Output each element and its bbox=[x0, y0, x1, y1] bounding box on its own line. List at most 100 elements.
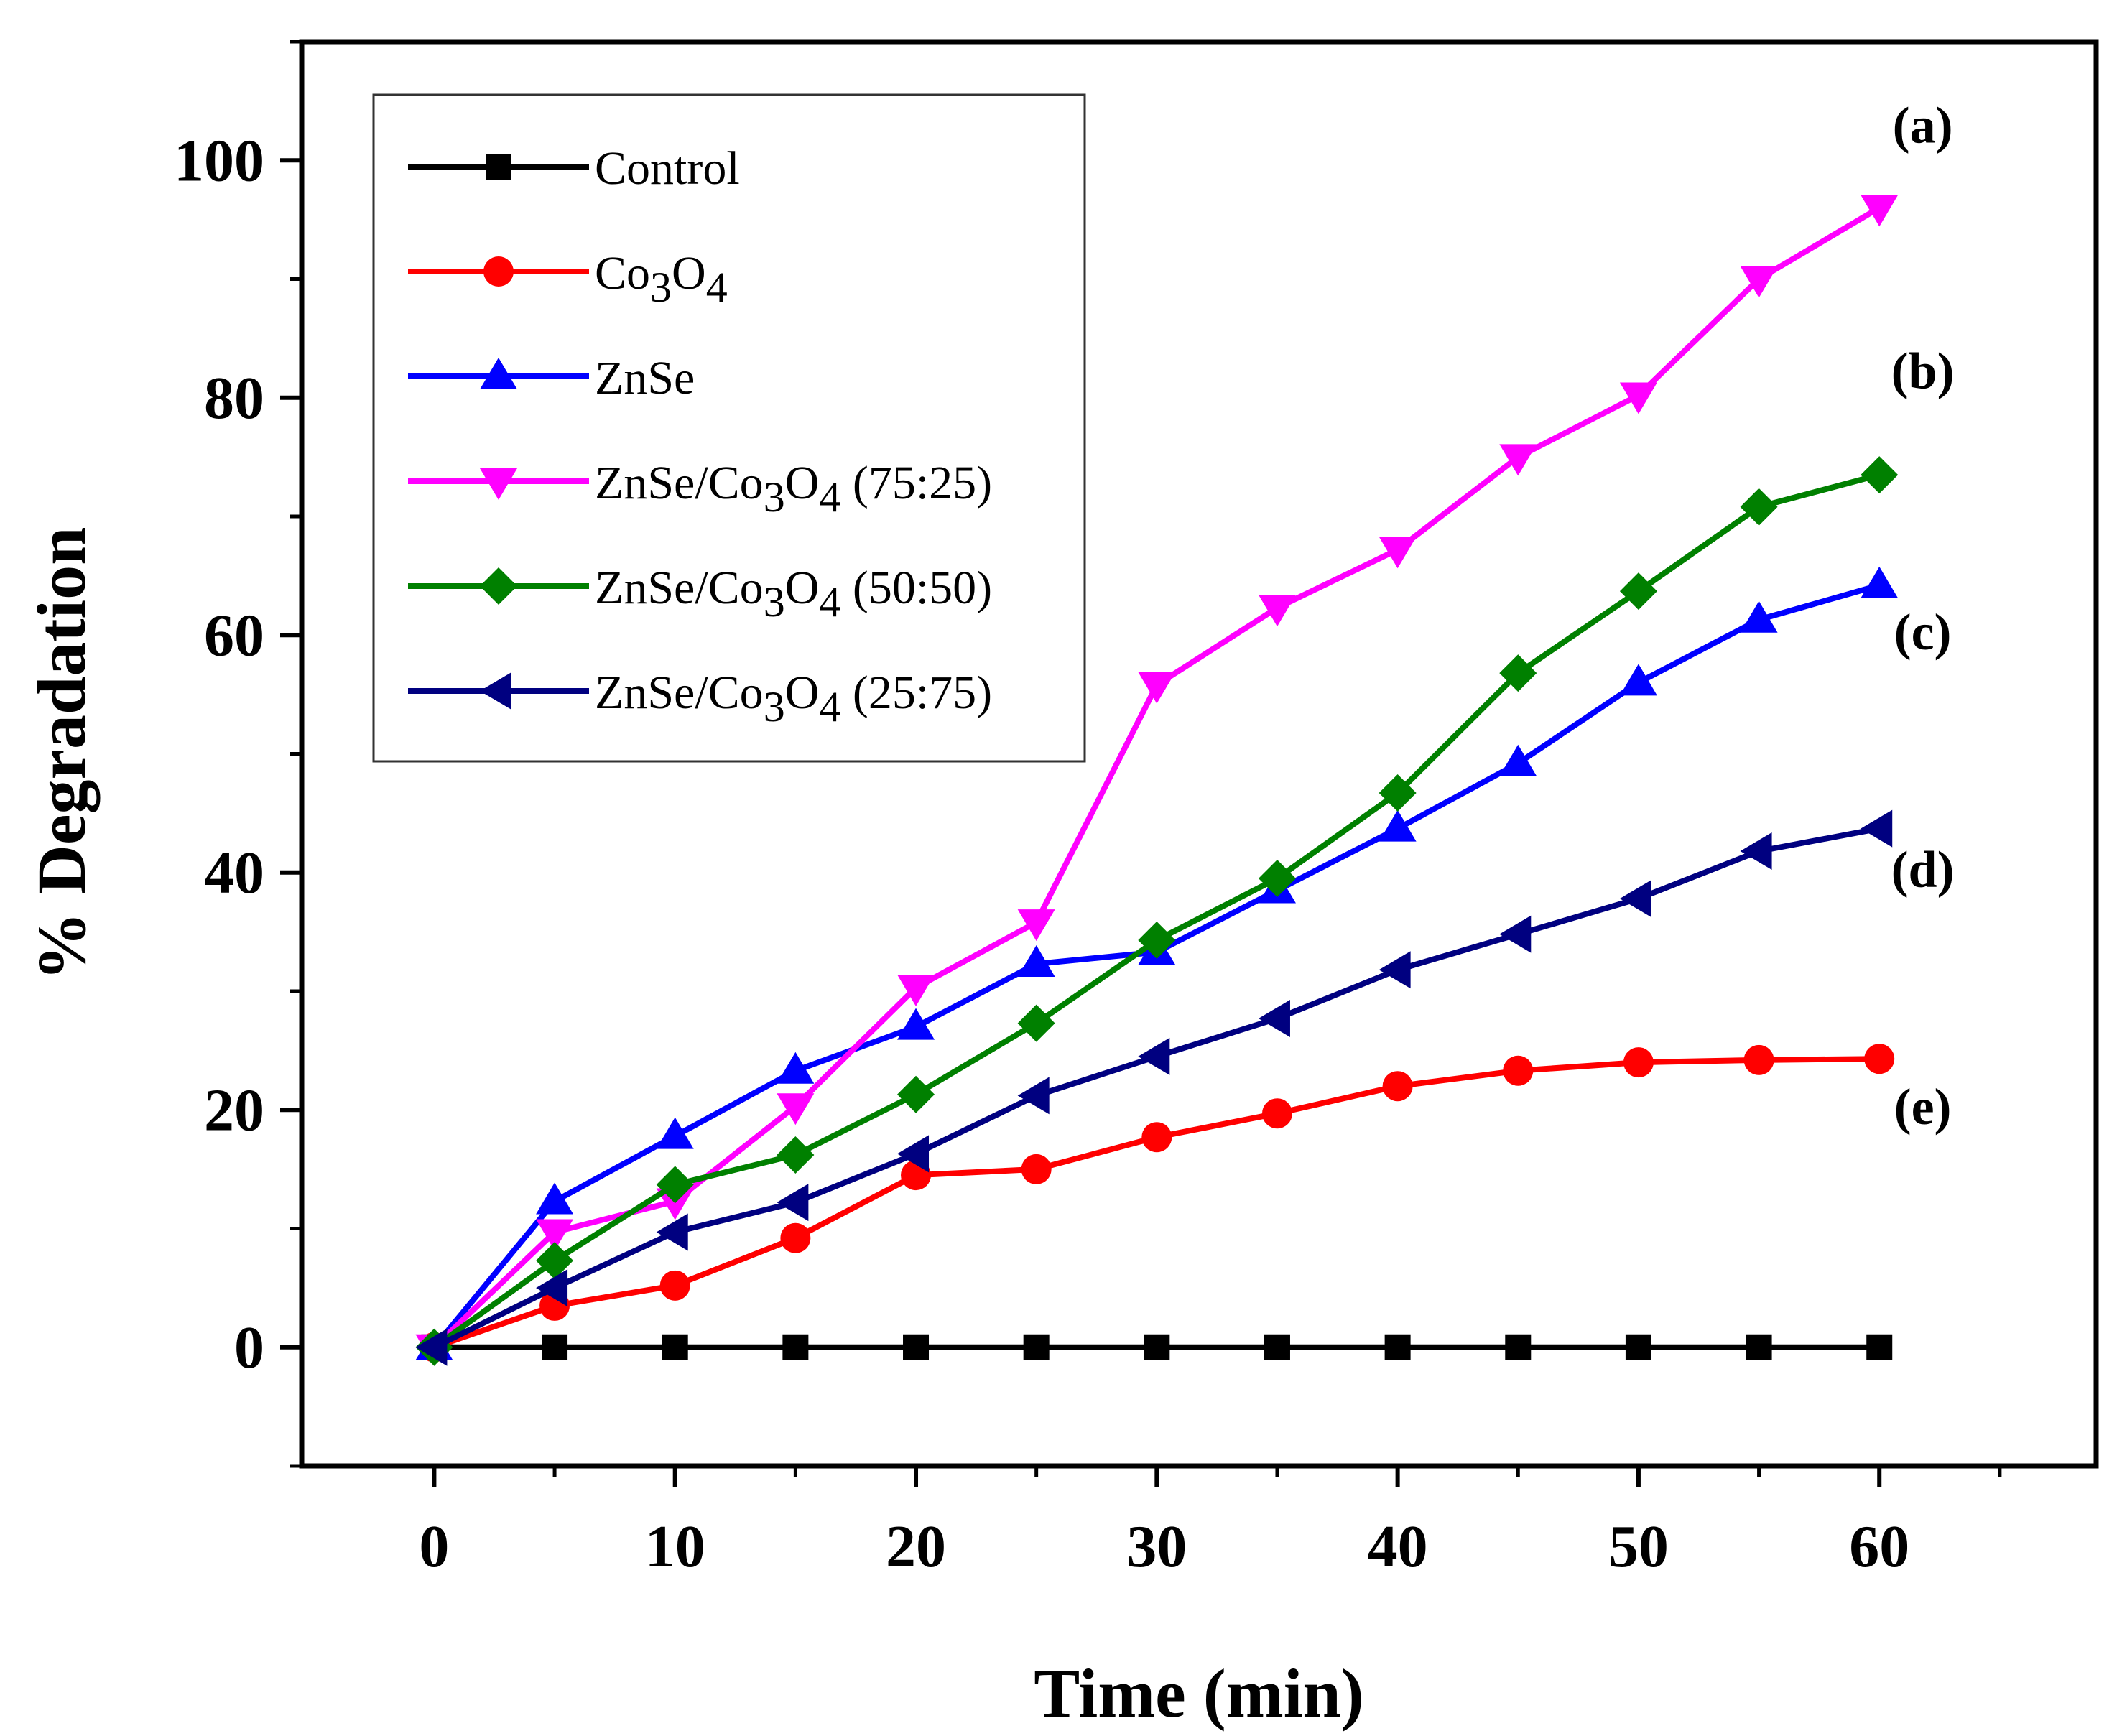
series-tag-label: (c) bbox=[1894, 603, 1952, 661]
legend-entry: ZnSe/Co3O4 (50:50) bbox=[408, 562, 992, 626]
data-point bbox=[1499, 915, 1532, 953]
x-tick-label: 20 bbox=[886, 1513, 946, 1580]
series-layer bbox=[415, 195, 1899, 1366]
series-tag-label: (b) bbox=[1891, 343, 1955, 400]
data-point bbox=[777, 1093, 815, 1125]
data-point bbox=[1619, 880, 1651, 918]
data-point bbox=[1138, 672, 1176, 704]
data-point bbox=[1503, 1055, 1534, 1086]
series-1 bbox=[419, 1044, 1895, 1363]
y-tick-label: 40 bbox=[204, 840, 264, 906]
data-point bbox=[1258, 860, 1296, 898]
x-tick-label: 50 bbox=[1608, 1513, 1669, 1580]
series-5 bbox=[415, 809, 1893, 1366]
data-point bbox=[1144, 1334, 1170, 1360]
data-point bbox=[1740, 600, 1778, 633]
data-point bbox=[1258, 1000, 1290, 1038]
data-point bbox=[1021, 1154, 1052, 1184]
data-point bbox=[1379, 951, 1411, 989]
data-point bbox=[1861, 456, 1899, 494]
legend: Control Co3O4 ZnSe ZnSe/Co3O4 (75:25) ZnSe/C… bbox=[372, 93, 1086, 763]
data-point bbox=[1017, 1004, 1055, 1042]
data-point bbox=[1017, 909, 1055, 942]
data-point bbox=[1625, 1334, 1651, 1360]
legend-label: ZnSe/Co3O4 (25:75) bbox=[595, 667, 992, 730]
data-point bbox=[777, 1052, 815, 1084]
data-point bbox=[1499, 744, 1537, 776]
data-point bbox=[1499, 654, 1537, 692]
data-point bbox=[1623, 1047, 1654, 1078]
x-tick-label: 10 bbox=[645, 1513, 705, 1580]
data-point bbox=[1740, 266, 1778, 298]
y-axis-title: % Degradation bbox=[23, 527, 100, 981]
data-point bbox=[1619, 382, 1657, 414]
data-point bbox=[1861, 195, 1899, 227]
data-point bbox=[1141, 1122, 1172, 1153]
data-point bbox=[1138, 921, 1176, 959]
data-point bbox=[536, 1219, 574, 1251]
y-tick-label: 20 bbox=[204, 1077, 264, 1143]
legend-entry: Co3O4 bbox=[408, 247, 728, 311]
data-point bbox=[782, 1334, 809, 1360]
series-tag-label: (e) bbox=[1894, 1078, 1952, 1136]
data-point bbox=[1258, 595, 1296, 627]
legend-marker bbox=[480, 358, 517, 389]
data-point bbox=[1740, 832, 1772, 871]
x-tick-label: 60 bbox=[1849, 1513, 1909, 1580]
data-point bbox=[1023, 1334, 1050, 1360]
data-point bbox=[1138, 1037, 1170, 1075]
data-point bbox=[1017, 1077, 1050, 1115]
data-point bbox=[1017, 944, 1055, 977]
y-tick-label: 80 bbox=[204, 365, 264, 432]
data-point bbox=[1261, 1098, 1292, 1129]
legend-entry: ZnSe/Co3O4 (25:75) bbox=[408, 667, 992, 730]
data-point bbox=[662, 1334, 688, 1360]
data-point bbox=[780, 1222, 811, 1253]
legend-box bbox=[372, 93, 1086, 763]
series-0 bbox=[421, 1334, 1893, 1360]
series-tag-label: (a) bbox=[1893, 96, 1953, 154]
data-point bbox=[1746, 1334, 1772, 1360]
y-axis: 0 20 40 60 80 100 bbox=[174, 40, 302, 1468]
data-point bbox=[656, 1188, 694, 1220]
data-point bbox=[1264, 1334, 1290, 1360]
legend-label: Co3O4 bbox=[595, 247, 728, 311]
data-point bbox=[1384, 1334, 1411, 1360]
data-point bbox=[656, 1166, 694, 1204]
legend-marker bbox=[480, 672, 511, 710]
data-point bbox=[897, 1075, 935, 1113]
data-point bbox=[777, 1184, 809, 1222]
data-point bbox=[1619, 572, 1657, 611]
data-point bbox=[1864, 1044, 1895, 1074]
legend-marker bbox=[486, 154, 511, 180]
data-point bbox=[903, 1334, 930, 1360]
data-point bbox=[1866, 1334, 1893, 1360]
legend-entry: ZnSe bbox=[408, 352, 695, 404]
data-point bbox=[897, 1135, 930, 1173]
legend-label: ZnSe bbox=[595, 352, 695, 404]
data-point bbox=[1861, 809, 1893, 848]
data-point bbox=[1379, 774, 1417, 812]
legend-entry: ZnSe/Co3O4 (75:25) bbox=[408, 457, 992, 521]
data-point bbox=[1382, 1071, 1413, 1102]
series-4 bbox=[415, 456, 1899, 1366]
data-point bbox=[777, 1136, 815, 1174]
y-tick-label: 100 bbox=[174, 127, 264, 194]
y-tick-label: 60 bbox=[204, 602, 264, 669]
data-point bbox=[659, 1270, 690, 1301]
data-point bbox=[656, 1213, 688, 1251]
data-point bbox=[897, 1008, 935, 1040]
series-tags: (a) (b) (c) (d) (e) bbox=[1891, 96, 1955, 1136]
data-point bbox=[542, 1334, 568, 1360]
data-point bbox=[656, 1117, 694, 1149]
data-point bbox=[1861, 566, 1899, 598]
x-axis: 0 10 20 30 40 50 60 bbox=[419, 1466, 2002, 1580]
legend-label: Control bbox=[595, 142, 740, 195]
data-point bbox=[1499, 444, 1537, 476]
data-point bbox=[415, 1328, 448, 1366]
data-point bbox=[1619, 664, 1657, 696]
data-point bbox=[897, 975, 935, 1007]
series-tag-label: (d) bbox=[1891, 841, 1955, 899]
legend-marker bbox=[483, 256, 514, 287]
